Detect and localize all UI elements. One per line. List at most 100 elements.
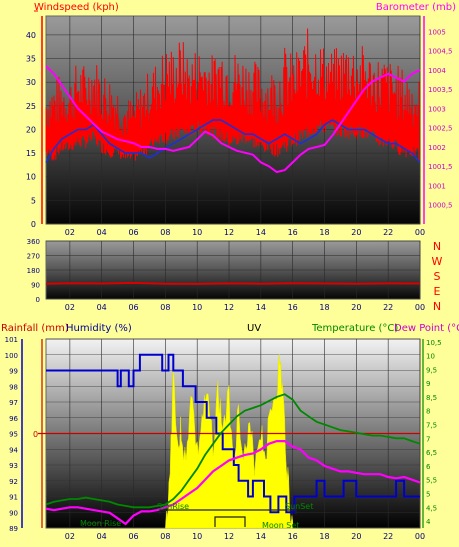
weather-x-tick: 02: [65, 532, 75, 541]
humidity-y-tick: 94: [9, 446, 18, 454]
compass-n-bottom: N: [433, 300, 441, 313]
direction-x-tick: 18: [319, 303, 329, 312]
temperature-y-tick: 7,5: [426, 422, 437, 430]
wind-y-tick: 40: [26, 31, 36, 40]
barometer-series: [45, 65, 421, 174]
humidity-label: Humidity (%): [66, 323, 132, 334]
direction-panel-series: [45, 281, 421, 285]
barometer-y-tick: 1004: [428, 67, 446, 75]
dewpoint-series: [45, 440, 421, 526]
barometer-y-tick: 1001,5: [428, 163, 453, 171]
wind-x-tick: 20: [351, 228, 361, 237]
temperature-y-tick: 5,5: [426, 477, 437, 485]
dewpoint-label: Dew Point (°C): [394, 323, 459, 334]
wind-panel-axes: 02 04 06 08 10 12 14 16 18 20 22 000510152025303540…: [26, 16, 453, 237]
wind-x-tick: 10: [192, 228, 202, 237]
direction-x-tick: 10: [192, 303, 202, 312]
direction-x-tick: 16: [288, 303, 298, 312]
humidity-y-tick: 97: [9, 399, 18, 407]
humidity-y-tick: 98: [9, 383, 18, 391]
uv-label: UV: [247, 323, 261, 334]
wind-panel-series: [45, 28, 421, 174]
weather-x-tick: 04: [97, 532, 107, 541]
direction-x-tick: 04: [97, 303, 107, 312]
barometer-y-tick: 1005: [428, 28, 446, 36]
sunrise-label: SunRise: [157, 502, 189, 511]
barometer-y-tick: 1002: [428, 144, 446, 152]
weather-x-tick: 06: [128, 532, 138, 541]
moon-bar: [82, 516, 246, 527]
direction-x-tick: 20: [351, 303, 361, 312]
barometer-y-tick: 1003,5: [428, 86, 453, 94]
wind-y-tick: 35: [26, 55, 36, 64]
wind-y-tick: 0: [31, 220, 36, 229]
compass-n-top: N: [433, 240, 441, 253]
humidity-y-tick: 95: [9, 431, 18, 439]
humidity-y-tick: 99: [9, 368, 18, 376]
wind-x-tick: 00: [415, 228, 425, 237]
direction-series: [45, 281, 421, 285]
compass-w: W: [432, 255, 443, 268]
wind-x-tick: 02: [65, 228, 75, 237]
direction-y-tick: 180: [27, 267, 40, 275]
humidity-y-tick: 93: [9, 462, 18, 470]
humidity-y-tick: 89: [9, 525, 18, 533]
humidity-y-tick: 92: [9, 478, 18, 486]
barometer-y-tick: 1003: [428, 105, 446, 113]
rainfall-label: Rainfall (mm): [1, 323, 69, 334]
weather-x-tick: 14: [256, 532, 266, 541]
barometer-y-tick: 1000,5: [428, 202, 453, 210]
humidity-y-tick: 96: [9, 415, 18, 423]
wind-y-tick: 25: [26, 102, 36, 111]
humidity-y-tick: 91: [9, 494, 18, 502]
direction-x-tick: 14: [256, 303, 266, 312]
humidity-y-tick: 100: [5, 352, 18, 360]
temperature-y-tick: 8,5: [426, 394, 437, 402]
weather-panel-series: [38, 353, 421, 529]
compass-s: S: [434, 270, 441, 283]
moonset-label: Moon Set: [262, 521, 299, 530]
temperature-y-tick: 9,5: [426, 366, 437, 374]
temperature-y-tick: 4,5: [426, 504, 437, 512]
weather-x-tick: 08: [160, 532, 170, 541]
humidity-series: [46, 353, 420, 514]
weather-x-tick: 18: [319, 532, 329, 541]
temperature-series: [45, 393, 421, 509]
direction-x-tick: 12: [224, 303, 234, 312]
temperature-y-tick: 9: [426, 380, 430, 388]
temperature-y-tick: 7: [426, 435, 430, 443]
direction-x-tick: 08: [160, 303, 170, 312]
weather-x-tick: 22: [383, 532, 393, 541]
uv-area: [165, 354, 293, 529]
wind-x-tick: 04: [97, 228, 107, 237]
sunrise-bar: [159, 509, 297, 514]
weather-panel-axes: 02 04 06 08 10 12 14 16 18 20 22 008990919293949596…: [5, 336, 442, 541]
weather-panel-annotations: [82, 509, 297, 527]
direction-y-tick: 270: [27, 253, 40, 261]
humidity-y-tick: 90: [9, 509, 18, 517]
temperature-y-tick: 8: [426, 408, 430, 416]
direction-x-tick: 22: [383, 303, 393, 312]
rain-zero-label: 0: [33, 430, 38, 439]
barometer-label: Barometer (mb): [376, 2, 456, 13]
direction-x-tick: 06: [128, 303, 138, 312]
wind-x-tick: 08: [160, 228, 170, 237]
temperature-y-tick: 4: [426, 518, 431, 526]
wind-x-tick: 22: [383, 228, 393, 237]
temperature-y-tick: 5: [426, 491, 430, 499]
barometer-y-tick: 1001: [428, 182, 446, 190]
wind-y-tick: 20: [26, 125, 36, 134]
weather-x-tick: 00: [415, 532, 425, 541]
wind-x-tick: 06: [128, 228, 138, 237]
wind-y-tick: 5: [31, 196, 36, 205]
humidity-y-tick: 101: [5, 336, 18, 344]
temperature-y-tick: 6: [426, 463, 431, 471]
moonrise-label: Moon Rise: [80, 519, 121, 528]
direction-x-tick: 00: [415, 303, 425, 312]
temperature-y-tick: 10,5: [426, 339, 442, 347]
windspeed-label: Windspeed (kph): [34, 2, 119, 13]
weather-x-tick: 12: [224, 532, 234, 541]
weather-x-tick: 16: [288, 532, 298, 541]
gust-series: [45, 119, 421, 164]
